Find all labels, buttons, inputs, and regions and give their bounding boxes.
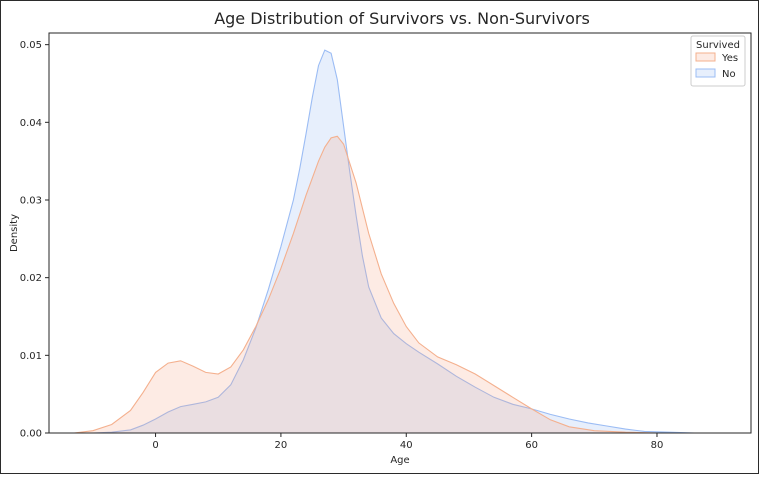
axes-layer: 0 20 40 60 80 0.00 0.01 0.02 0.03 0.04 0.05	[20, 40, 664, 451]
y-tick-label: 0.05	[20, 40, 42, 51]
legend-swatch-yes	[695, 52, 716, 62]
x-tick-label: 0	[152, 440, 158, 451]
y-tick-label: 0.00	[20, 429, 42, 440]
y-tick-label: 0.01	[20, 351, 42, 362]
legend: Survived Yes No	[690, 35, 746, 87]
x-tick-label: 60	[525, 440, 538, 451]
y-axis-label: Density	[9, 214, 20, 252]
series-layer	[74, 49, 739, 434]
series-area-yes	[74, 136, 658, 434]
legend-label-yes: Yes	[721, 53, 738, 64]
series-area-no	[92, 50, 739, 433]
x-tick-label: 40	[400, 440, 413, 451]
chart-title: Age Distribution of Survivors vs. Non-Su…	[214, 9, 590, 28]
plot-frame	[48, 32, 752, 434]
legend-items: Yes No	[695, 52, 738, 80]
x-tick-label: 80	[651, 440, 664, 451]
legend-title: Survived	[696, 40, 740, 51]
legend-box	[690, 35, 746, 87]
x-tick-label: 20	[275, 440, 288, 451]
y-tick-label: 0.02	[20, 273, 42, 284]
legend-swatch-no	[695, 68, 716, 78]
y-tick-label: 0.03	[20, 195, 42, 206]
series-line-no	[92, 49, 739, 434]
series-line-yes	[74, 135, 658, 434]
legend-label-no: No	[722, 69, 736, 80]
x-axis-label: Age	[390, 455, 409, 466]
y-tick-label: 0.04	[20, 118, 42, 129]
